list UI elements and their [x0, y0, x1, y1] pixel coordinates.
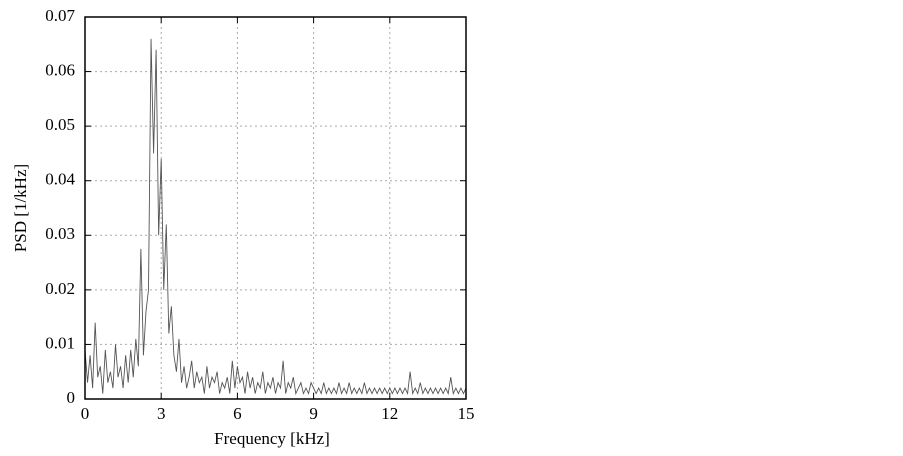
plot-frame: [84, 16, 467, 400]
y-tick-label: 0: [67, 388, 76, 407]
x-tick-label: 12: [381, 404, 398, 423]
y-tick-label: 0.06: [45, 60, 75, 79]
y-axis-label: PSD [1/kHz]: [11, 164, 30, 252]
y-tick-label: 0.01: [45, 333, 75, 352]
y-tick-label: 0.02: [45, 279, 75, 298]
x-tick-label: 9: [309, 404, 318, 423]
x-tick-label: 3: [157, 404, 166, 423]
x-tick-label: 6: [233, 404, 242, 423]
y-tick-label: 0.04: [45, 170, 75, 189]
x-axis-label: Frequency [kHz]: [214, 429, 330, 448]
y-tick-label: 0.07: [45, 6, 75, 25]
x-tick-label: 0: [81, 404, 90, 423]
y-tick-label: 0.05: [45, 115, 75, 134]
x-tick-label: 15: [458, 404, 475, 423]
psd-line: [84, 38, 467, 396]
y-tick-label: 0.03: [45, 224, 75, 243]
